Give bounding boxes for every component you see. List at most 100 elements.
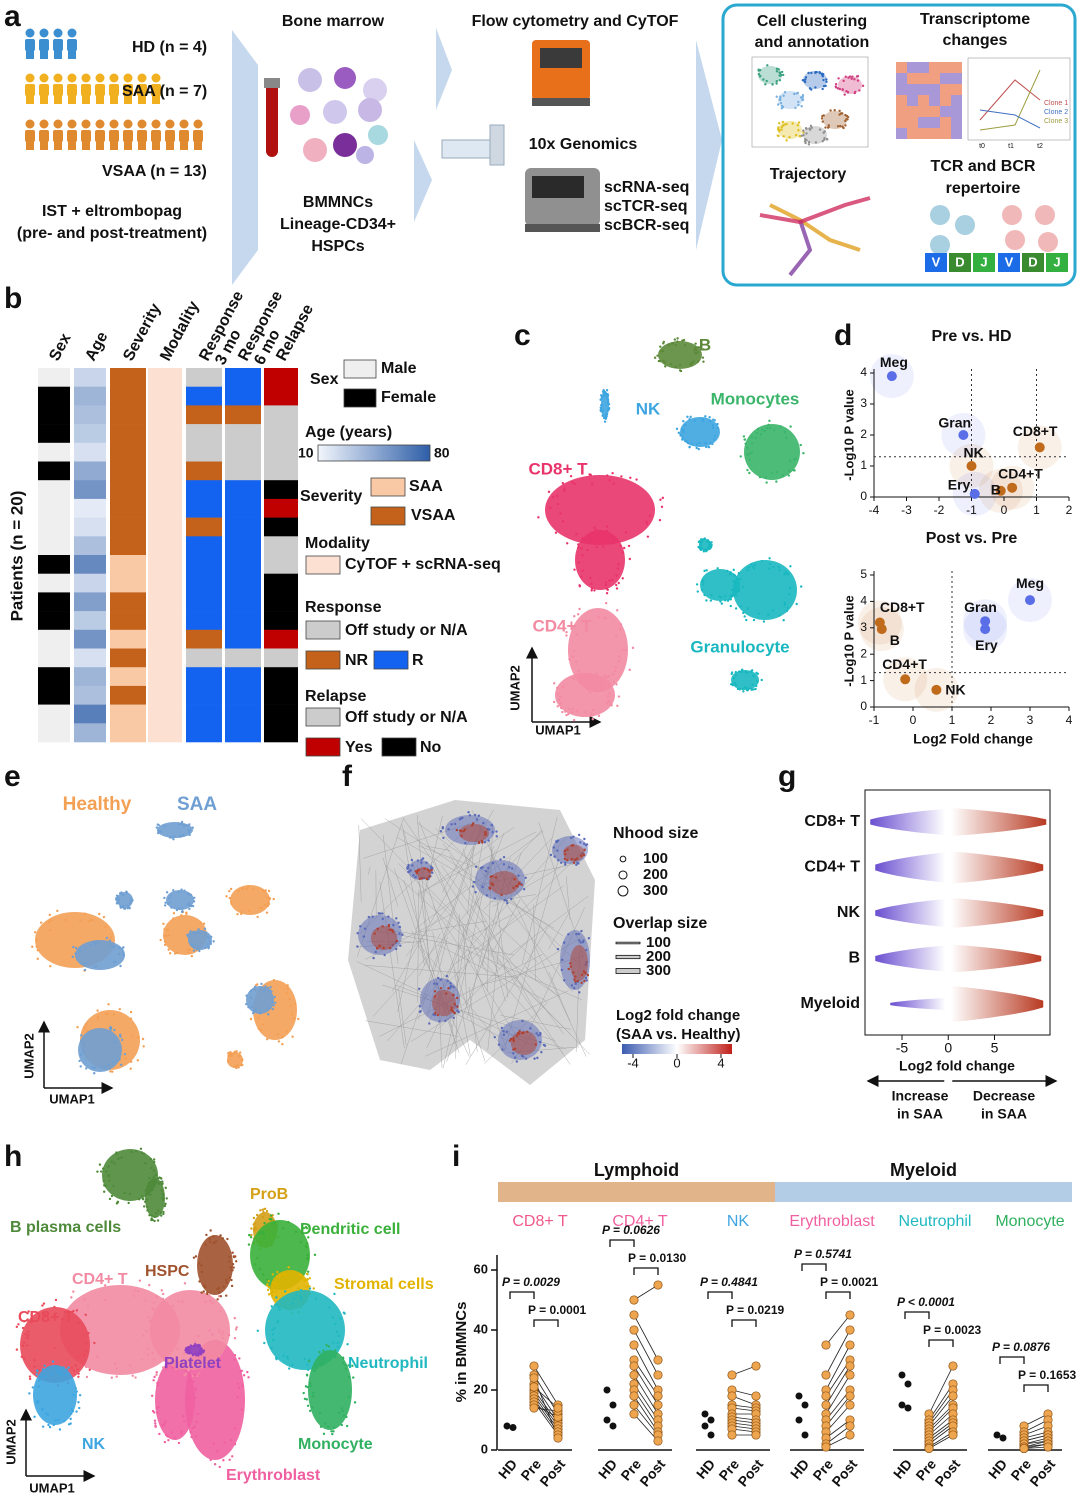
cell-dot <box>291 1302 294 1305</box>
heatmap-cell <box>38 517 70 537</box>
cell-dot <box>235 1260 238 1263</box>
cell-dot <box>588 534 592 537</box>
cell-dot <box>450 1006 453 1010</box>
column-header: Relapse <box>273 302 317 364</box>
cell-dot <box>439 978 442 981</box>
cell-dot <box>765 79 768 83</box>
cell-dot <box>156 1315 160 1318</box>
cell-dot <box>591 717 595 721</box>
cell-dot <box>845 114 849 118</box>
cell-dot <box>196 1374 199 1378</box>
cell-dot <box>418 1005 422 1008</box>
cell-dot <box>121 893 125 896</box>
point <box>969 488 980 499</box>
cell-dot <box>236 1382 240 1385</box>
cell-dot <box>76 1355 79 1359</box>
cluster <box>575 530 625 590</box>
cell-dot <box>150 1214 153 1217</box>
cell-dot <box>853 78 856 81</box>
cell-dot <box>613 669 617 673</box>
cell-dot <box>117 898 120 901</box>
cell-dot <box>249 1017 253 1021</box>
cell-dot <box>184 1349 187 1352</box>
cell-dot <box>44 1375 47 1378</box>
label: CD4+ T <box>612 1213 668 1230</box>
cell-dot <box>306 1385 309 1389</box>
heatmap-cell <box>186 667 222 687</box>
cell-dot <box>804 126 808 130</box>
cell-dot <box>272 897 275 901</box>
dot <box>727 1430 737 1440</box>
cell-dot <box>113 1362 117 1366</box>
cell-dot <box>180 820 184 824</box>
cell-dot <box>267 902 271 906</box>
cell-dot <box>836 125 840 128</box>
cell-dot <box>388 946 392 950</box>
label: VSAA <box>411 507 456 524</box>
pair-line <box>633 1314 659 1361</box>
cell-dot <box>600 537 603 540</box>
cell-dot <box>674 343 677 347</box>
cell-dot <box>746 688 749 692</box>
pair-line <box>825 1329 851 1376</box>
cell-dot <box>270 1305 273 1308</box>
heatmap-cell <box>225 573 261 593</box>
cell-dot <box>231 1251 234 1254</box>
cell-dot <box>784 570 788 573</box>
cell-dot <box>388 928 391 932</box>
cell-dot <box>209 1240 212 1243</box>
cell-dot <box>842 126 845 130</box>
cell-dot <box>491 874 494 878</box>
cell-dot <box>183 1373 186 1377</box>
heatmap-cell <box>929 95 940 106</box>
point <box>980 616 991 627</box>
network-edge <box>486 825 493 992</box>
y-tick-label: 1 <box>860 458 867 472</box>
cell-dot <box>235 1064 238 1068</box>
cell-dot <box>233 1316 237 1320</box>
cell-dot <box>287 1220 290 1224</box>
cell-dot <box>218 1330 221 1334</box>
label: Off study or N/A <box>345 709 468 726</box>
person-icon <box>152 141 160 150</box>
cell-dot <box>772 428 776 432</box>
cell-dot <box>183 889 186 892</box>
cell-dot <box>264 889 267 892</box>
cell-dot <box>611 578 614 582</box>
cell-dot <box>93 1066 96 1070</box>
dot <box>529 1361 539 1371</box>
cell-dot <box>136 1059 139 1062</box>
cell-dot <box>112 1060 116 1063</box>
cell-dot <box>771 83 774 86</box>
heatmap-cell <box>110 611 146 631</box>
panel-letter: h <box>4 1140 22 1173</box>
dot <box>529 1403 539 1413</box>
label: Platelet <box>164 1355 222 1372</box>
person-icon <box>25 39 35 51</box>
cell-dot <box>172 838 175 841</box>
person-icon <box>26 50 34 59</box>
cell-dot <box>274 1283 277 1286</box>
dot <box>653 1400 663 1410</box>
cell-dot <box>192 930 195 934</box>
cell-dot <box>746 453 749 456</box>
cell-dot <box>732 568 735 572</box>
label: SAA <box>409 478 443 495</box>
cell-dot <box>131 1374 134 1377</box>
cell-dot <box>453 1011 456 1015</box>
cell-dot <box>207 946 210 950</box>
label: CD8+ T <box>512 1213 568 1230</box>
cell-dot <box>736 578 740 581</box>
cell-dot <box>607 406 611 410</box>
cell-dot <box>351 1364 354 1368</box>
dot <box>629 1400 639 1410</box>
cell-dot <box>253 1229 256 1232</box>
cell-dot <box>618 655 621 658</box>
cell-dot <box>750 688 754 691</box>
cell-dot <box>742 690 745 693</box>
cell-dot <box>192 1380 195 1383</box>
cell-dot <box>119 964 122 968</box>
cell-dot <box>510 867 514 870</box>
bracket <box>509 1291 535 1299</box>
x-tick-label: 0 <box>1001 503 1008 517</box>
